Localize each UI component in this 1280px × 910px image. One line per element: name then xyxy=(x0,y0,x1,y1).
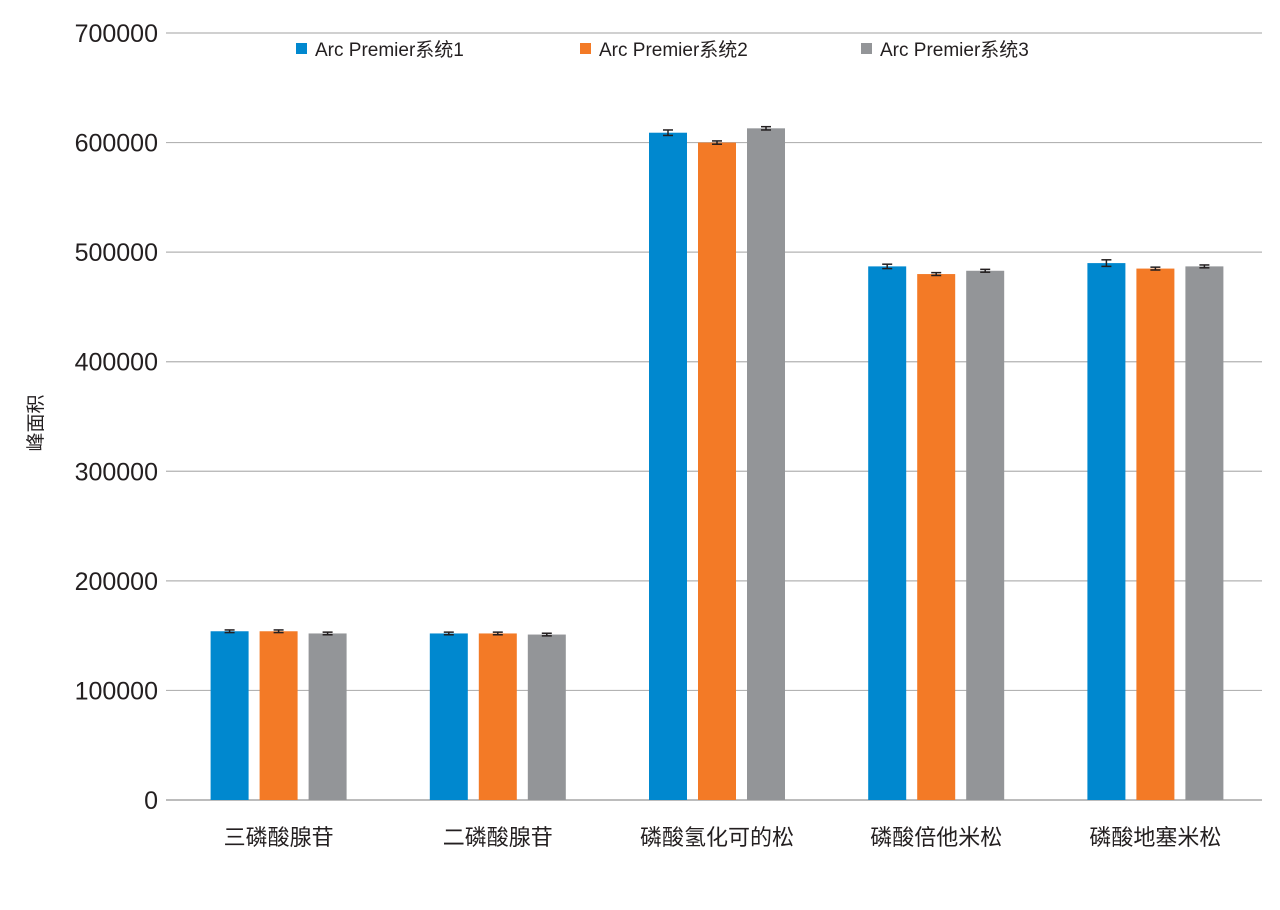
bar xyxy=(478,633,517,800)
y-tick-label: 0 xyxy=(144,787,158,815)
legend-swatch xyxy=(861,43,872,54)
y-tick-label: 600000 xyxy=(75,130,158,158)
error-bar xyxy=(882,263,893,270)
error-bar xyxy=(712,140,722,145)
error-bar xyxy=(663,129,673,137)
bar xyxy=(698,142,736,801)
error-bar xyxy=(541,632,552,637)
y-tick-label: 200000 xyxy=(75,568,158,596)
legend-label: Arc Premier系统2 xyxy=(599,39,748,61)
bar xyxy=(429,633,468,800)
legend-label: Arc Premier系统1 xyxy=(315,39,464,61)
x-category-label: 磷酸氢化可的松 xyxy=(640,826,794,851)
bar xyxy=(917,274,956,800)
error-bars xyxy=(224,125,1210,637)
error-bar xyxy=(1101,259,1112,268)
y-tick-label: 300000 xyxy=(75,458,158,486)
x-category-label: 磷酸倍他米松 xyxy=(870,826,1002,851)
x-axis-category-labels: 三磷酸腺苷 二磷酸腺苷 磷酸氢化可的松 磷酸倍他米松 磷酸地塞米松 xyxy=(224,826,1222,851)
bar xyxy=(210,631,249,800)
bars xyxy=(210,128,1224,801)
error-bar xyxy=(443,631,454,636)
legend-item: Arc Premier系统3 xyxy=(861,39,1029,61)
y-tick-label: 500000 xyxy=(75,239,158,267)
x-category-label: 三磷酸腺苷 xyxy=(224,826,334,851)
y-axis-tick-labels: 0 100000 200000 300000 400000 500000 600000 700… xyxy=(75,20,158,815)
legend-swatch xyxy=(580,43,591,54)
bar xyxy=(747,128,785,800)
legend-item: Arc Premier系统1 xyxy=(296,39,464,61)
error-bar xyxy=(322,631,333,636)
x-category-label: 二磷酸腺苷 xyxy=(443,826,553,851)
error-bar xyxy=(492,631,503,636)
bar xyxy=(1185,266,1224,800)
error-bar xyxy=(273,629,284,634)
y-tick-label: 100000 xyxy=(75,677,158,705)
y-tick-label: 700000 xyxy=(75,20,158,48)
bar xyxy=(649,132,687,800)
legend-item: Arc Premier系统2 xyxy=(580,39,748,61)
bar xyxy=(527,634,566,800)
bar xyxy=(1136,268,1175,800)
bar xyxy=(868,266,907,800)
bar xyxy=(308,633,347,800)
legend-label: Arc Premier系统3 xyxy=(880,39,1029,61)
error-bar xyxy=(224,629,235,634)
x-category-label: 磷酸地塞米松 xyxy=(1089,826,1221,851)
error-bar xyxy=(980,268,991,273)
error-bar xyxy=(761,125,771,131)
bar xyxy=(259,631,298,800)
error-bar xyxy=(931,271,942,277)
legend: Arc Premier系统1 Arc Premier系统2 Arc Premier系… xyxy=(296,39,1029,61)
y-axis-title: 峰面积 xyxy=(25,394,47,451)
error-bar xyxy=(1150,266,1161,271)
bar xyxy=(966,270,1005,800)
y-tick-label: 400000 xyxy=(75,349,158,377)
bar xyxy=(1087,263,1126,801)
error-bar xyxy=(1199,264,1210,269)
legend-swatch xyxy=(296,43,307,54)
